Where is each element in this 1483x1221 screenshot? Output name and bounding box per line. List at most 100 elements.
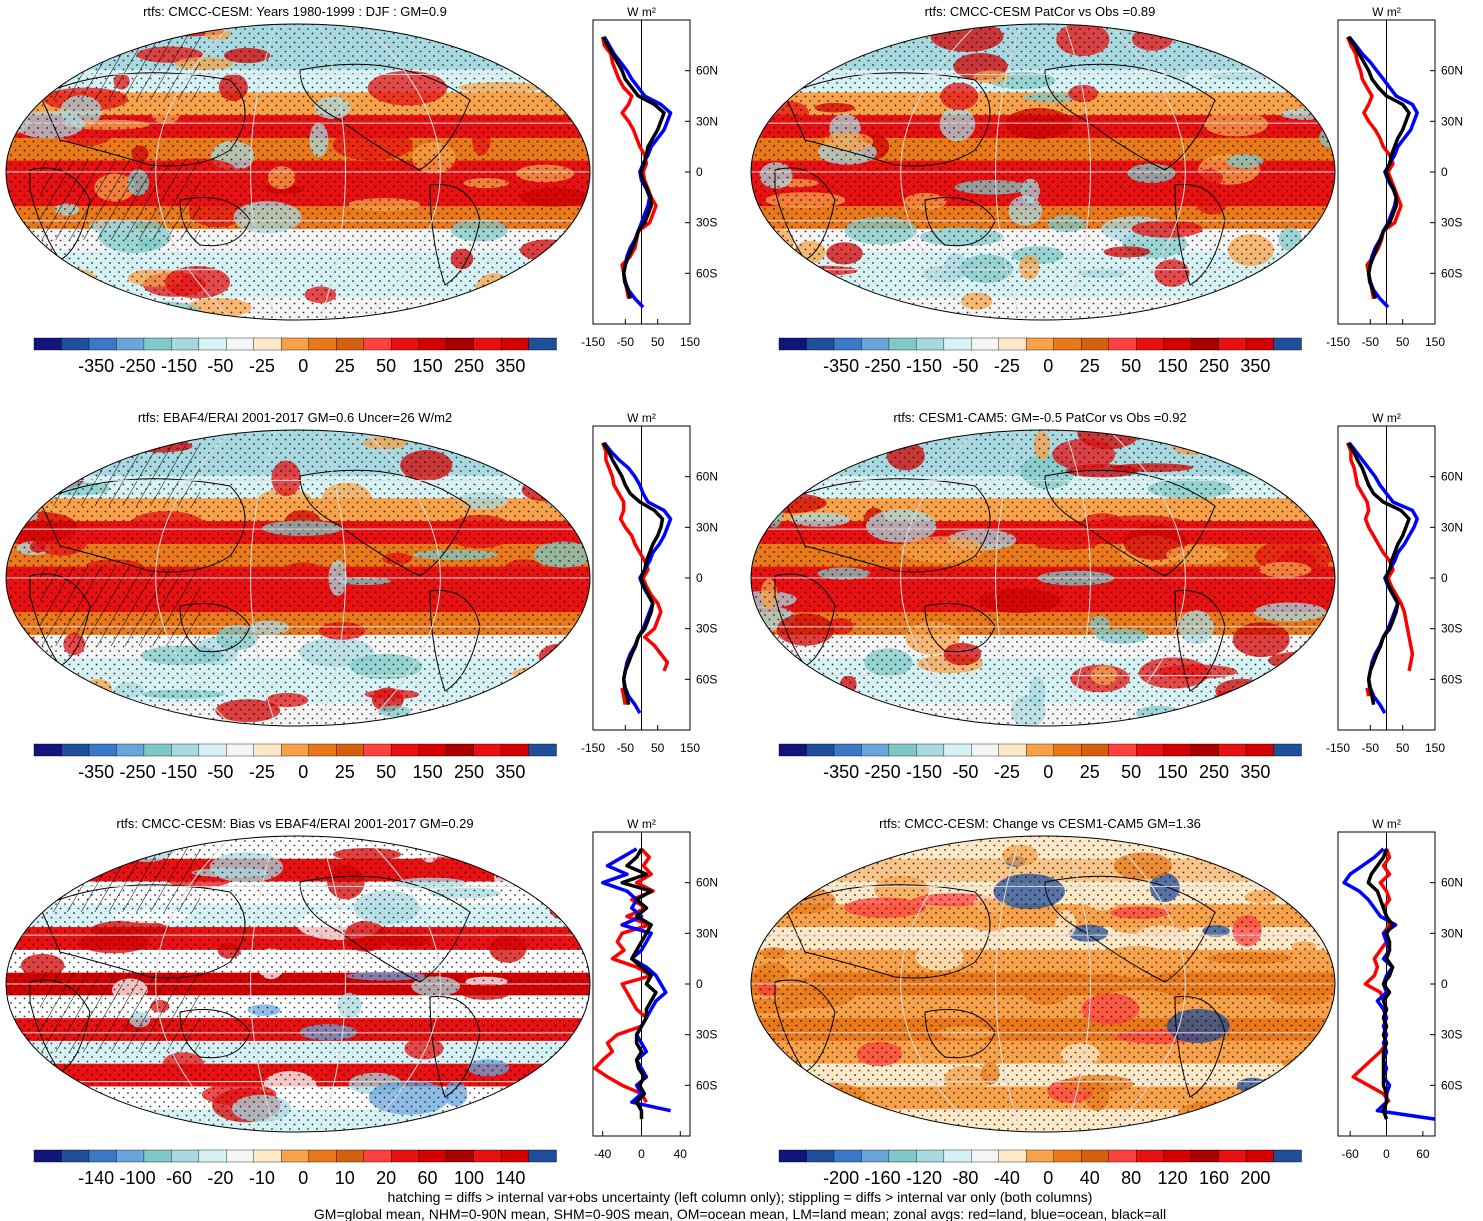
zonal-line-land xyxy=(593,847,655,1104)
x-tick-label: -150 xyxy=(581,741,605,755)
colorbar-label: 350 xyxy=(495,356,525,376)
colorbar-label: -150 xyxy=(161,762,197,782)
colorbar-swatch xyxy=(500,743,530,757)
zonal-line-ocean xyxy=(1347,441,1419,714)
colorbar-swatch xyxy=(1108,337,1137,351)
y-tick-label: 30N xyxy=(696,114,718,128)
zonal-line-land xyxy=(1346,442,1415,697)
colorbar-label: -160 xyxy=(865,1168,901,1188)
colorbar-swatch xyxy=(198,1149,228,1163)
graticule xyxy=(363,430,441,726)
map-border xyxy=(5,429,591,727)
colorbar-swatch xyxy=(861,337,890,351)
colorbar-swatch xyxy=(888,1149,918,1163)
colorbar-label: -250 xyxy=(120,762,156,782)
y-tick-label: 30S xyxy=(1441,1028,1462,1042)
colorbar-swatch xyxy=(1218,743,1247,757)
colorbar-swatch xyxy=(528,337,557,351)
field-blob xyxy=(478,694,559,719)
colorbar-swatch xyxy=(33,337,63,351)
graticule xyxy=(155,836,233,1132)
panel-title: rtfs: EBAF4/ERAI 2001-2017 GM=0.6 Uncer=… xyxy=(138,410,452,425)
colorbar-swatch xyxy=(1135,1149,1165,1163)
y-tick-label: 60S xyxy=(1441,1078,1462,1092)
colorbar-swatch xyxy=(1081,1149,1110,1163)
y-tick-label: 0 xyxy=(696,571,703,585)
graticule xyxy=(250,24,277,320)
y-tick-label: 0 xyxy=(1441,165,1448,179)
colorbar-swatch xyxy=(998,743,1027,757)
colorbar-swatch xyxy=(888,337,918,351)
zonal-line-ocean xyxy=(1347,35,1419,309)
colorbar-swatch xyxy=(281,1149,310,1163)
colorbar-swatch xyxy=(1245,743,1275,757)
colorbar-swatch xyxy=(445,1149,475,1163)
x-tick-label: -50 xyxy=(1362,335,1380,349)
colorbar-swatch xyxy=(198,337,228,351)
y-tick-label: 30N xyxy=(696,926,718,940)
graticule xyxy=(363,836,441,1132)
field-blob xyxy=(785,430,812,453)
colorbar-swatch xyxy=(1163,337,1192,351)
colorbar-label: 50 xyxy=(1121,356,1141,376)
panel-4: rtfs: CESM1-CAM5: GM=-0.5 PatCor vs Obs … xyxy=(750,410,1463,782)
panel-title: rtfs: CMCC-CESM PatCor vs Obs =0.89 xyxy=(925,4,1156,19)
colorbar-swatch xyxy=(1053,743,1082,757)
colorbar-label: -350 xyxy=(78,356,114,376)
map-border xyxy=(750,429,1336,727)
colorbar-swatch xyxy=(390,743,420,757)
colorbar-swatch xyxy=(998,1149,1027,1163)
colorbar-swatch xyxy=(528,1149,557,1163)
colorbar-label: 0 xyxy=(1043,356,1053,376)
colorbar-label: 25 xyxy=(1080,762,1100,782)
zonal-unit: W m² xyxy=(627,5,656,19)
field-blob xyxy=(559,1117,590,1132)
y-tick-label: 60S xyxy=(1441,266,1462,280)
x-tick-label: 150 xyxy=(1425,335,1445,349)
colorbar-swatch xyxy=(833,1149,863,1163)
colorbar-swatch xyxy=(390,337,420,351)
field-blob xyxy=(553,1118,590,1129)
colorbar-label: -40 xyxy=(994,1168,1020,1188)
colorbar-label: 140 xyxy=(495,1168,525,1188)
x-tick-label: 0 xyxy=(638,1147,645,1161)
colorbar-swatch xyxy=(88,743,118,757)
colorbar-swatch xyxy=(1163,743,1192,757)
colorbar-label: 250 xyxy=(1199,762,1229,782)
colorbar-swatch xyxy=(281,337,310,351)
colorbar-swatch xyxy=(171,337,200,351)
colorbar-label: 250 xyxy=(1199,356,1229,376)
y-tick-label: 30S xyxy=(1441,216,1462,230)
colorbar-swatch xyxy=(943,1149,973,1163)
colorbar-swatch xyxy=(1273,337,1302,351)
colorbar-swatch xyxy=(363,743,392,757)
colorbar-label: -120 xyxy=(906,1168,942,1188)
colorbar-label: 50 xyxy=(1121,762,1141,782)
graticule xyxy=(363,24,441,320)
colorbar-swatch xyxy=(418,743,447,757)
colorbar-swatch xyxy=(88,1149,118,1163)
colorbar-label: -20 xyxy=(207,1168,233,1188)
y-tick-label: 0 xyxy=(1441,571,1448,585)
colorbar-swatch xyxy=(253,743,282,757)
colorbar-swatch xyxy=(143,1149,173,1163)
colorbar-swatch xyxy=(1026,337,1055,351)
colorbar-label: 0 xyxy=(298,1168,308,1188)
map-field xyxy=(751,430,1335,726)
colorbar-label: 160 xyxy=(1199,1168,1229,1188)
graticule xyxy=(155,24,233,320)
colorbar-label: -250 xyxy=(120,356,156,376)
colorbar-swatch xyxy=(778,337,808,351)
colorbar-swatch xyxy=(1273,1149,1302,1163)
colorbar-label: 20 xyxy=(376,1168,396,1188)
field-blob xyxy=(1226,1103,1267,1124)
zonal-line-all xyxy=(1366,848,1395,1120)
colorbar-swatch xyxy=(198,743,228,757)
colorbar-swatch xyxy=(1053,1149,1082,1163)
colorbar-label: -25 xyxy=(994,356,1020,376)
colorbar-swatch xyxy=(1218,1149,1247,1163)
x-tick-label: 50 xyxy=(1396,335,1410,349)
colorbar-swatch xyxy=(143,337,173,351)
colorbar-swatch xyxy=(418,1149,447,1163)
field-blob xyxy=(6,459,35,475)
